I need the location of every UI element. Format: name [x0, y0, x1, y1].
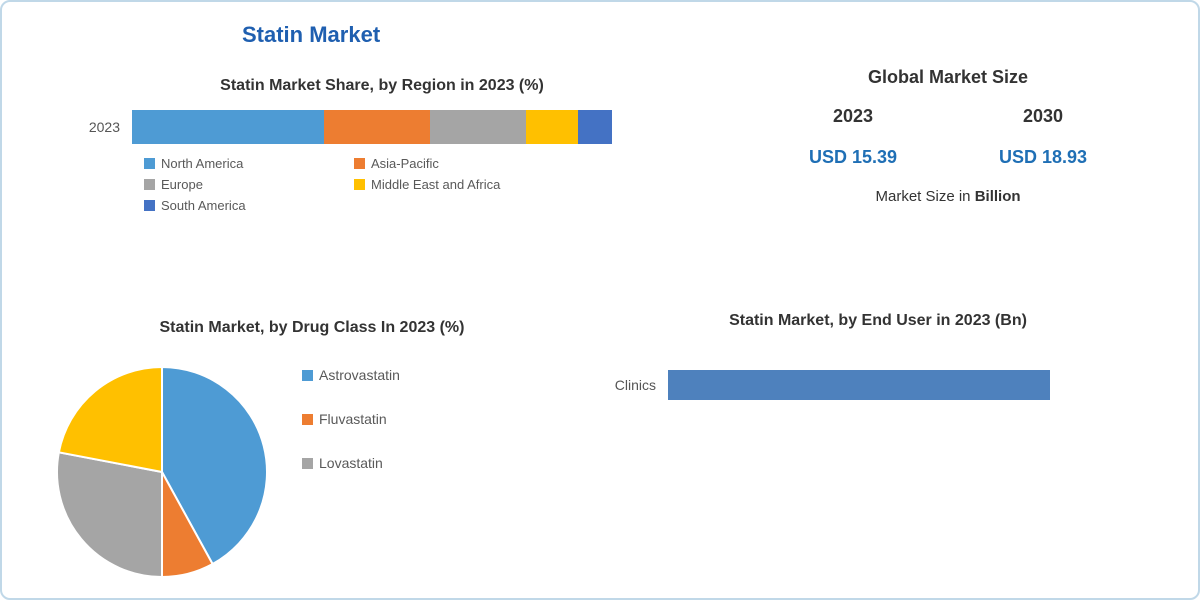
legend-swatch: [354, 179, 365, 190]
stacked-bar-year-label: 2023: [72, 119, 132, 135]
drug-legend-item-2: Lovastatin: [302, 455, 482, 471]
market-unit-bold: Billion: [975, 188, 1021, 205]
region-legend-item-1: Asia-Pacific: [354, 156, 534, 171]
legend-label: Astrovastatin: [319, 367, 400, 383]
legend-swatch: [144, 158, 155, 169]
legend-swatch: [354, 158, 365, 169]
stacked-seg-0: [132, 110, 324, 144]
region-legend: North America Asia-Pacific Europe Middle Ea…: [144, 156, 604, 213]
legend-label: North America: [161, 156, 243, 171]
drug-chart-title: Statin Market, by Drug Class In 2023 (%): [47, 317, 577, 339]
drug-class-chart: Statin Market, by Drug Class In 2023 (%)…: [47, 317, 577, 587]
legend-label: Middle East and Africa: [371, 177, 500, 192]
drug-legend-item-0: Astrovastatin: [302, 367, 482, 383]
legend-swatch: [144, 179, 155, 190]
region-legend-item-3: Middle East and Africa: [354, 177, 534, 192]
legend-swatch: [302, 458, 313, 469]
enduser-row-0: Clinics: [598, 370, 1158, 400]
pie-slice-2: [57, 453, 162, 578]
legend-label: South America: [161, 198, 246, 213]
pie-slice-3: [59, 367, 162, 472]
market-size-values: USD 15.39 USD 18.93: [758, 147, 1138, 168]
pie-chart: [47, 357, 277, 587]
legend-swatch: [144, 200, 155, 211]
stacked-seg-4: [578, 110, 612, 144]
market-unit-prefix: Market Size in: [875, 188, 974, 205]
market-size-panel: Global Market Size 2023 2030 USD 15.39 U…: [758, 67, 1138, 205]
legend-label: Fluvastatin: [319, 411, 387, 427]
legend-label: Asia-Pacific: [371, 156, 439, 171]
stacked-seg-3: [526, 110, 579, 144]
region-chart-title: Statin Market Share, by Region in 2023 (…: [72, 77, 692, 95]
legend-label: Lovastatin: [319, 455, 383, 471]
drug-legend: Astrovastatin Fluvastatin Lovastatin: [302, 357, 482, 471]
market-size-years: 2023 2030: [758, 106, 1138, 127]
legend-label: Europe: [161, 177, 203, 192]
market-size-title: Global Market Size: [758, 67, 1138, 88]
enduser-label: Clinics: [598, 377, 668, 393]
enduser-bar: [668, 370, 1050, 400]
market-year-0: 2023: [833, 106, 873, 127]
drug-legend-item-1: Fluvastatin: [302, 411, 482, 427]
market-size-unit: Market Size in Billion: [758, 188, 1138, 205]
legend-swatch: [302, 370, 313, 381]
stacked-bar-row: 2023: [72, 110, 692, 144]
market-value-1: USD 18.93: [999, 147, 1087, 168]
region-share-chart: Statin Market Share, by Region in 2023 (…: [72, 77, 692, 213]
region-legend-item-0: North America: [144, 156, 324, 171]
legend-swatch: [302, 414, 313, 425]
end-user-rows: Clinics: [598, 370, 1158, 400]
stacked-seg-1: [324, 110, 430, 144]
end-user-title: Statin Market, by End User in 2023 (Bn): [598, 312, 1158, 330]
page-title: Statin Market: [242, 22, 380, 48]
region-legend-item-2: Europe: [144, 177, 324, 192]
region-legend-item-4: South America: [144, 198, 324, 213]
stacked-bar: [132, 110, 612, 144]
market-value-0: USD 15.39: [809, 147, 897, 168]
end-user-chart: Statin Market, by End User in 2023 (Bn) …: [598, 312, 1158, 412]
enduser-bar-track: [668, 370, 1158, 400]
market-year-1: 2030: [1023, 106, 1063, 127]
stacked-seg-2: [430, 110, 526, 144]
